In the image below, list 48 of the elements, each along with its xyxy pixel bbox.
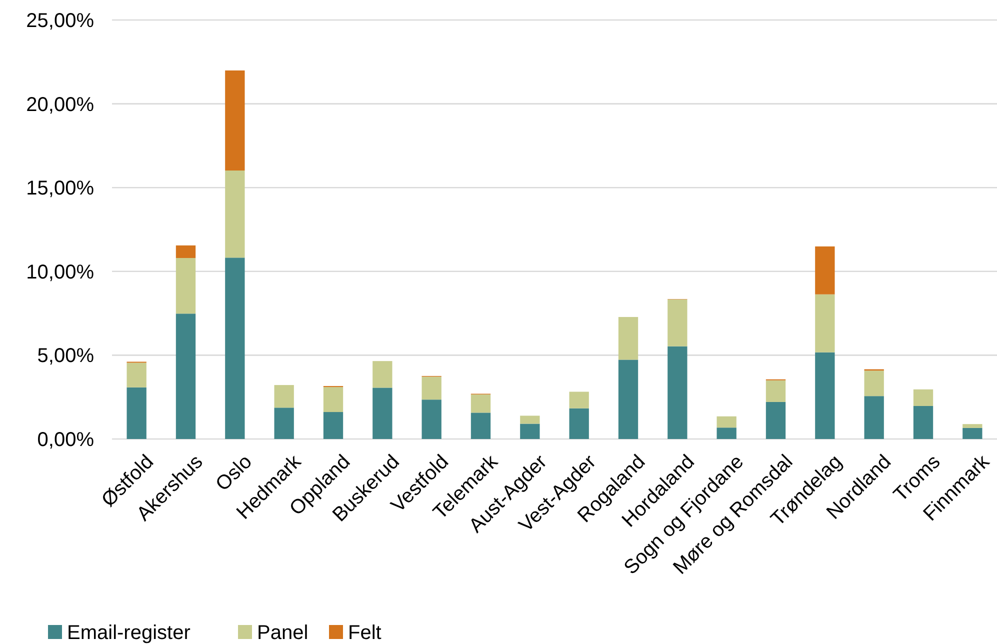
bar (618, 360, 638, 439)
y-tick-label: 15,00% (26, 178, 94, 200)
bar (668, 299, 688, 346)
y-tick-label: 5,00% (37, 345, 94, 368)
y-tick-label: 25,00% (26, 10, 94, 32)
bar (323, 387, 344, 412)
bar (766, 380, 786, 402)
bar (225, 258, 245, 439)
bar (913, 389, 934, 406)
legend-label: Panel (257, 622, 308, 644)
y-tick-label: 0,00% (37, 429, 94, 451)
bar (569, 392, 589, 408)
bar (470, 394, 491, 413)
y-tick-label: 10,00% (26, 261, 94, 284)
y-tick-label: 20,00% (26, 94, 94, 116)
bar (323, 412, 344, 439)
bar (274, 408, 294, 439)
bar (126, 387, 146, 439)
bar (176, 314, 196, 439)
bar (470, 412, 491, 439)
bar (618, 316, 638, 360)
bar (520, 416, 540, 424)
bar (815, 352, 835, 439)
bar (372, 361, 392, 388)
bar (274, 385, 294, 408)
bar (962, 428, 982, 439)
bar (569, 408, 589, 439)
bar (372, 388, 392, 439)
bar (864, 370, 884, 396)
bar (815, 246, 835, 294)
bar (668, 346, 688, 439)
bar (962, 424, 982, 428)
bar (815, 294, 835, 352)
bar (422, 376, 442, 400)
bar (716, 416, 736, 428)
bar (913, 406, 934, 439)
legend-label: Email-register (67, 622, 191, 644)
bar (520, 424, 540, 439)
bar (716, 428, 736, 439)
legend-label: Felt (348, 622, 382, 644)
bar (225, 70, 245, 171)
bar (864, 396, 884, 439)
bar (176, 258, 196, 314)
bar (126, 362, 146, 388)
bar (422, 400, 442, 439)
bar (225, 170, 245, 258)
bar (176, 245, 196, 258)
bar (766, 402, 786, 439)
